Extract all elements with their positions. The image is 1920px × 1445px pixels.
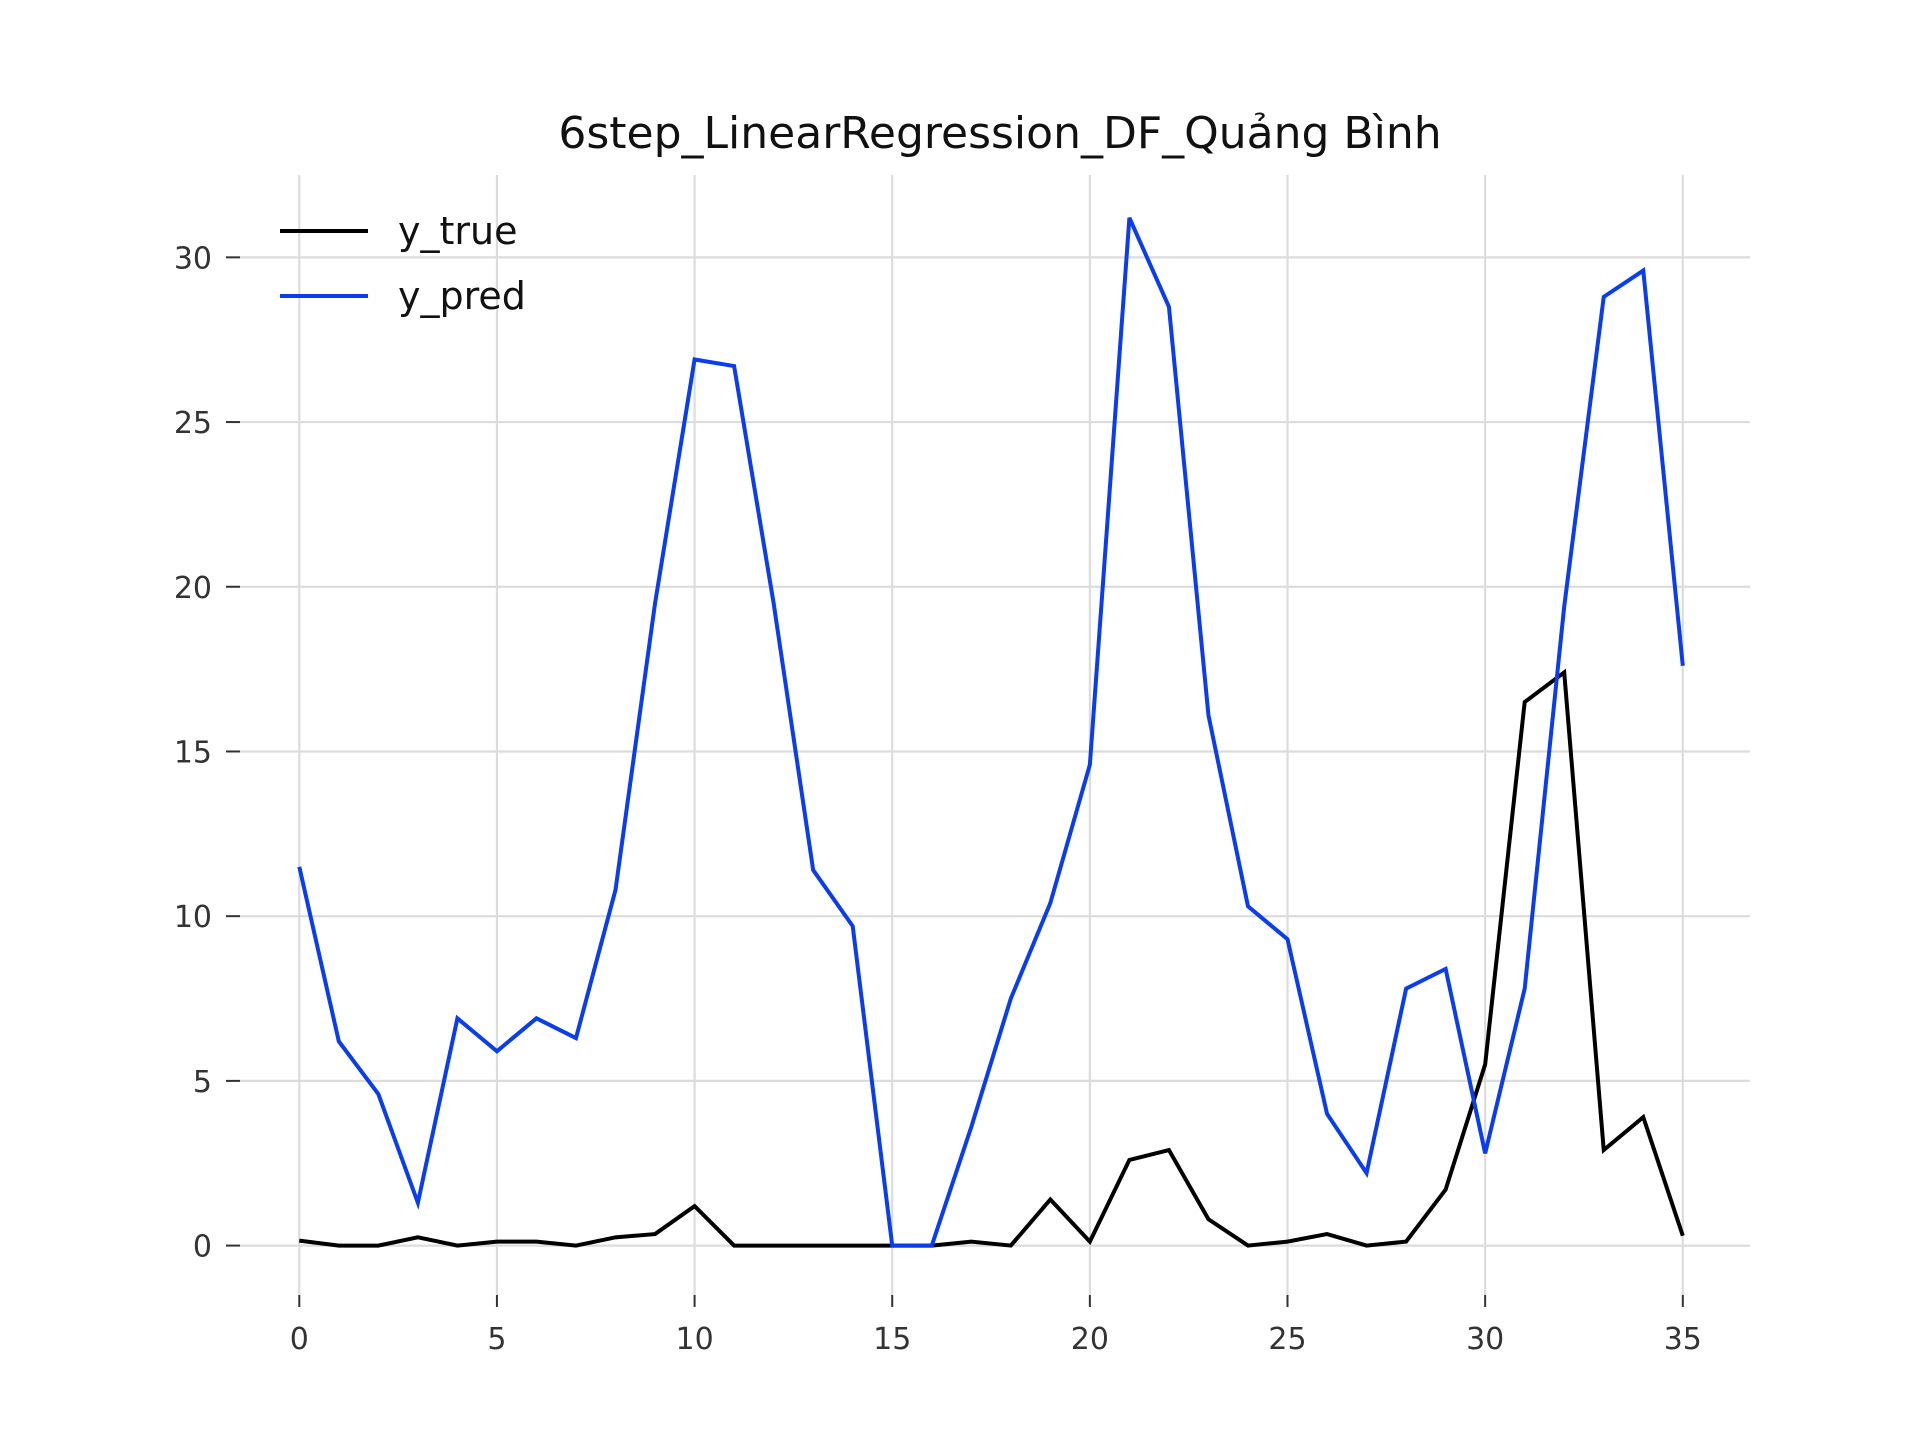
x-tick-label-35: 35 [1664,1322,1702,1357]
x-tick-label-30: 30 [1466,1322,1504,1357]
y-tick-label-15: 15 [174,735,212,770]
x-tick-label-15: 15 [873,1322,911,1357]
legend: y_true y_pred [280,209,526,318]
x-tick-label-25: 25 [1268,1322,1306,1357]
y-tick-label-10: 10 [174,900,212,935]
y-tick-label-5: 5 [193,1065,212,1100]
series-lines [299,218,1683,1246]
y-tick-label-25: 25 [174,406,212,441]
legend-label-y-pred: y_pred [398,274,526,318]
x-tick-label-0: 0 [290,1322,309,1357]
y-tick-label-0: 0 [193,1230,212,1265]
y-axis: 0 5 10 15 20 25 30 [174,241,240,1264]
series-points-y-true [299,672,1683,1245]
legend-label-y-true: y_true [398,209,517,253]
y-tick-label-20: 20 [174,571,212,606]
x-tick-label-20: 20 [1071,1322,1109,1357]
series-line-y-true [299,672,1683,1245]
x-axis: 0 5 10 15 20 25 30 35 [290,1295,1702,1357]
chart-title: 6step_LinearRegression_DF_Quảng Bình [558,108,1441,159]
y-tick-label-30: 30 [174,241,212,276]
x-tick-label-5: 5 [487,1322,506,1357]
grid [240,175,1750,1295]
x-tick-label-10: 10 [675,1322,713,1357]
